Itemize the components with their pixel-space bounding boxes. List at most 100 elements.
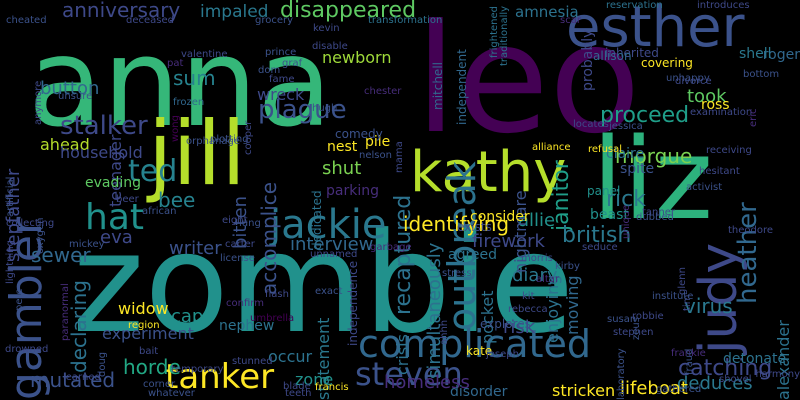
word-spite: spite xyxy=(620,161,655,177)
word-esther: esther xyxy=(566,0,745,60)
word-valentine: valentine xyxy=(181,49,228,60)
word-complicated: complicated xyxy=(358,322,591,366)
word-nephew: nephew xyxy=(219,318,275,334)
word-cap: cap xyxy=(171,306,204,327)
word-kathy: kathy xyxy=(410,140,567,205)
word-ahhh: ahhh xyxy=(439,319,450,345)
word-rick: rick xyxy=(606,187,646,212)
word-seduce: seduce xyxy=(582,242,618,253)
word-frozen: frozen xyxy=(173,97,205,108)
word-exists: exists xyxy=(457,220,492,234)
word-alliance: alliance xyxy=(532,142,571,153)
word-divorce: divorce xyxy=(675,76,712,87)
word-accomplice: accomplice xyxy=(257,181,281,295)
word-deduces: deduces xyxy=(677,373,753,394)
word-inherited: inherited xyxy=(605,46,659,60)
word-mickey: mickey xyxy=(69,239,105,250)
word-artificial: artificial xyxy=(5,176,16,217)
word-bee: bee xyxy=(158,188,196,212)
word-unique: unique xyxy=(621,204,632,239)
word-locates: locates xyxy=(573,119,609,130)
word-cheated: cheated xyxy=(6,15,47,26)
word-jackie: jackie xyxy=(270,202,387,248)
word-drowned: drowned xyxy=(5,344,49,355)
word-mutated: mutated xyxy=(30,368,116,392)
word-institute: institute xyxy=(652,291,694,302)
word-scar: scar xyxy=(560,15,581,26)
word-covering: covering xyxy=(641,56,693,70)
word-stephen: stephen xyxy=(613,327,654,338)
word-flash: flash xyxy=(265,289,289,300)
word-nest: nest xyxy=(327,139,358,155)
word-rebecca: rebecca xyxy=(508,304,548,315)
word-pete: pete xyxy=(14,288,25,311)
word-impaled: impaled xyxy=(200,2,269,22)
word-allie: allie xyxy=(518,210,556,231)
word-shell: shell xyxy=(739,46,772,62)
word-occur: occur xyxy=(268,347,313,366)
word-blade: blade xyxy=(283,381,311,392)
word-mitchell: mitchell xyxy=(431,62,445,110)
word-refusal: refusal xyxy=(588,144,623,155)
word-zombie: zombie xyxy=(72,203,575,364)
word-diary: diary xyxy=(512,265,558,286)
word-lightning: lightning xyxy=(5,240,16,284)
word-moving: moving xyxy=(563,275,582,335)
word-whatever: whatever xyxy=(148,388,195,399)
word-agreed: agreed xyxy=(448,247,498,263)
word-consider: consider xyxy=(470,209,530,225)
word-hugh: hugh xyxy=(312,103,338,114)
word-stress: stress xyxy=(442,268,472,279)
word-temporary: temporary xyxy=(171,364,224,375)
word-virus: virus xyxy=(684,294,733,318)
word-dom: dom xyxy=(258,65,281,76)
word-collecting: collecting xyxy=(6,218,55,229)
word-roger: roger xyxy=(762,47,800,63)
word-pile: pile xyxy=(365,134,391,150)
word-grocery: grocery xyxy=(255,15,294,26)
word-plotting: plotting xyxy=(210,134,249,145)
word-orphanage: orphanage xyxy=(186,136,241,147)
word-frightened: frightened xyxy=(489,5,500,58)
word-plague: plague xyxy=(258,95,347,125)
word-morris: morris xyxy=(521,253,553,264)
word-hesitant: hesitant xyxy=(699,166,740,177)
word-susan: susan xyxy=(607,314,637,325)
word-introduces: introduces xyxy=(697,0,750,11)
word-receiving: receiving xyxy=(706,145,752,156)
word-catching: catching xyxy=(678,356,773,381)
word-zone: zone xyxy=(295,370,334,389)
word-beast: beast xyxy=(590,207,629,223)
word-dubbed: dubbed xyxy=(636,212,674,223)
word-horde: horde xyxy=(123,355,181,379)
word-traditionally: traditionally xyxy=(499,5,510,66)
word-bait: bait xyxy=(139,346,159,357)
word-allison: allison xyxy=(593,49,632,63)
word-interview: interview xyxy=(290,234,374,255)
word-morgue: morgue xyxy=(615,144,693,168)
word-theodore: theodore xyxy=(728,225,774,236)
word-experiment: experiment xyxy=(102,324,194,343)
word-unhappy: unhappy xyxy=(666,73,710,84)
word-identifying: identifying xyxy=(403,212,510,236)
word-zeus: zeus xyxy=(631,317,642,340)
word-detonate: detonate xyxy=(723,351,787,367)
word-paranormal: paranormal xyxy=(60,283,71,341)
word-stalker: stalker xyxy=(60,111,148,141)
word-learned: learned xyxy=(63,372,101,383)
word-simultaneously: simultaneously xyxy=(424,242,445,379)
word-frankie: frankie xyxy=(671,348,706,359)
word-fraud: fraud xyxy=(684,348,695,375)
word-crisis: crisis xyxy=(393,334,412,375)
word-altar: altar xyxy=(536,274,560,285)
word-examination: examination xyxy=(690,107,753,118)
word-ahead: ahead xyxy=(40,135,90,154)
word-sewer: sewer xyxy=(31,243,91,267)
word-wong: wong xyxy=(170,115,181,142)
word-homeless: homeless xyxy=(384,372,470,393)
word-tanker: tanker xyxy=(165,357,275,397)
word-wreck: wreck xyxy=(257,85,305,104)
word-dedicated: dedicated xyxy=(310,190,324,250)
word-risk: risk xyxy=(503,317,536,338)
